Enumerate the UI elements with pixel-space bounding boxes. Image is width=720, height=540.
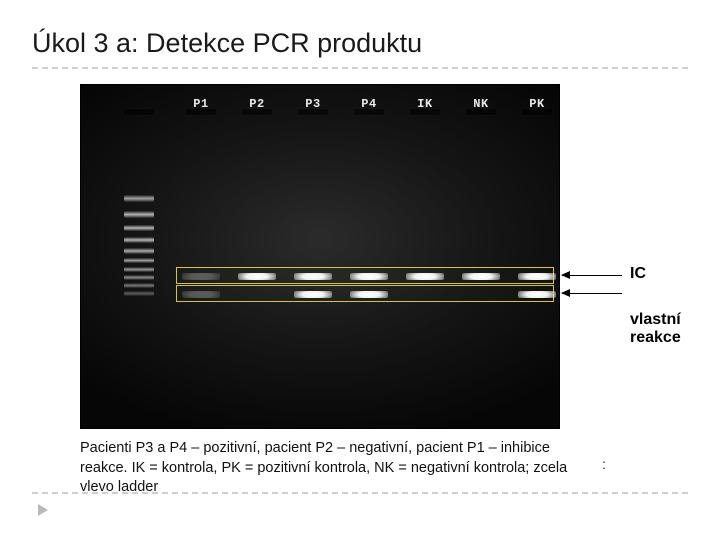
- ladder-band: [124, 195, 154, 202]
- band-p1-ic: [182, 273, 220, 280]
- ladder-band: [124, 291, 154, 296]
- band-p1-rx: [182, 291, 220, 298]
- label-reaction: vlastní reakce: [630, 311, 681, 348]
- page-title: Úkol 3 a: Detekce PCR produktu: [32, 28, 688, 59]
- band-nk-ic: [462, 273, 500, 280]
- ladder-band: [124, 211, 154, 218]
- band-p4-rx: [350, 291, 388, 298]
- band-pk-rx: [518, 291, 556, 298]
- ladder-band: [124, 248, 154, 254]
- ladder-band: [124, 258, 154, 263]
- ladder-band: [124, 283, 154, 288]
- lane-label-nk: NK: [473, 97, 488, 111]
- well-ladder: [124, 109, 154, 115]
- slide: Úkol 3 a: Detekce PCR produktu P1 P2 P3 …: [0, 0, 720, 540]
- label-ic: IC: [630, 265, 646, 283]
- lane-label-p2: P2: [249, 97, 264, 111]
- title-row: Úkol 3 a: Detekce PCR produktu: [32, 28, 688, 69]
- ladder-band: [124, 225, 154, 231]
- lane-label-pk: PK: [529, 97, 544, 111]
- lane-label-p1: P1: [193, 97, 208, 111]
- lane-label-p3: P3: [305, 97, 320, 111]
- gel-background: P1 P2 P3 P4 IK NK PK: [80, 84, 560, 429]
- stray-text: :: [602, 456, 606, 472]
- band-ik-ic: [406, 273, 444, 280]
- band-p2-ic: [238, 273, 276, 280]
- gel-image: P1 P2 P3 P4 IK NK PK: [80, 84, 560, 429]
- ladder-band: [124, 237, 154, 243]
- ladder-band: [124, 267, 154, 272]
- content-area: P1 P2 P3 P4 IK NK PK: [32, 79, 688, 459]
- band-p3-rx: [294, 291, 332, 298]
- caption: Pacienti P3 a P4 – pozitivní, pacient P2…: [80, 439, 580, 498]
- bullet-icon: [38, 504, 48, 516]
- ladder-band: [124, 275, 154, 280]
- arrow-reaction: [562, 293, 622, 294]
- footer-divider: [32, 492, 688, 494]
- band-pk-ic: [518, 273, 556, 280]
- band-p4-ic: [350, 273, 388, 280]
- lane-label-p4: P4: [361, 97, 376, 111]
- lane-label-ik: IK: [417, 97, 432, 111]
- arrow-ic: [562, 275, 622, 276]
- band-p3-ic: [294, 273, 332, 280]
